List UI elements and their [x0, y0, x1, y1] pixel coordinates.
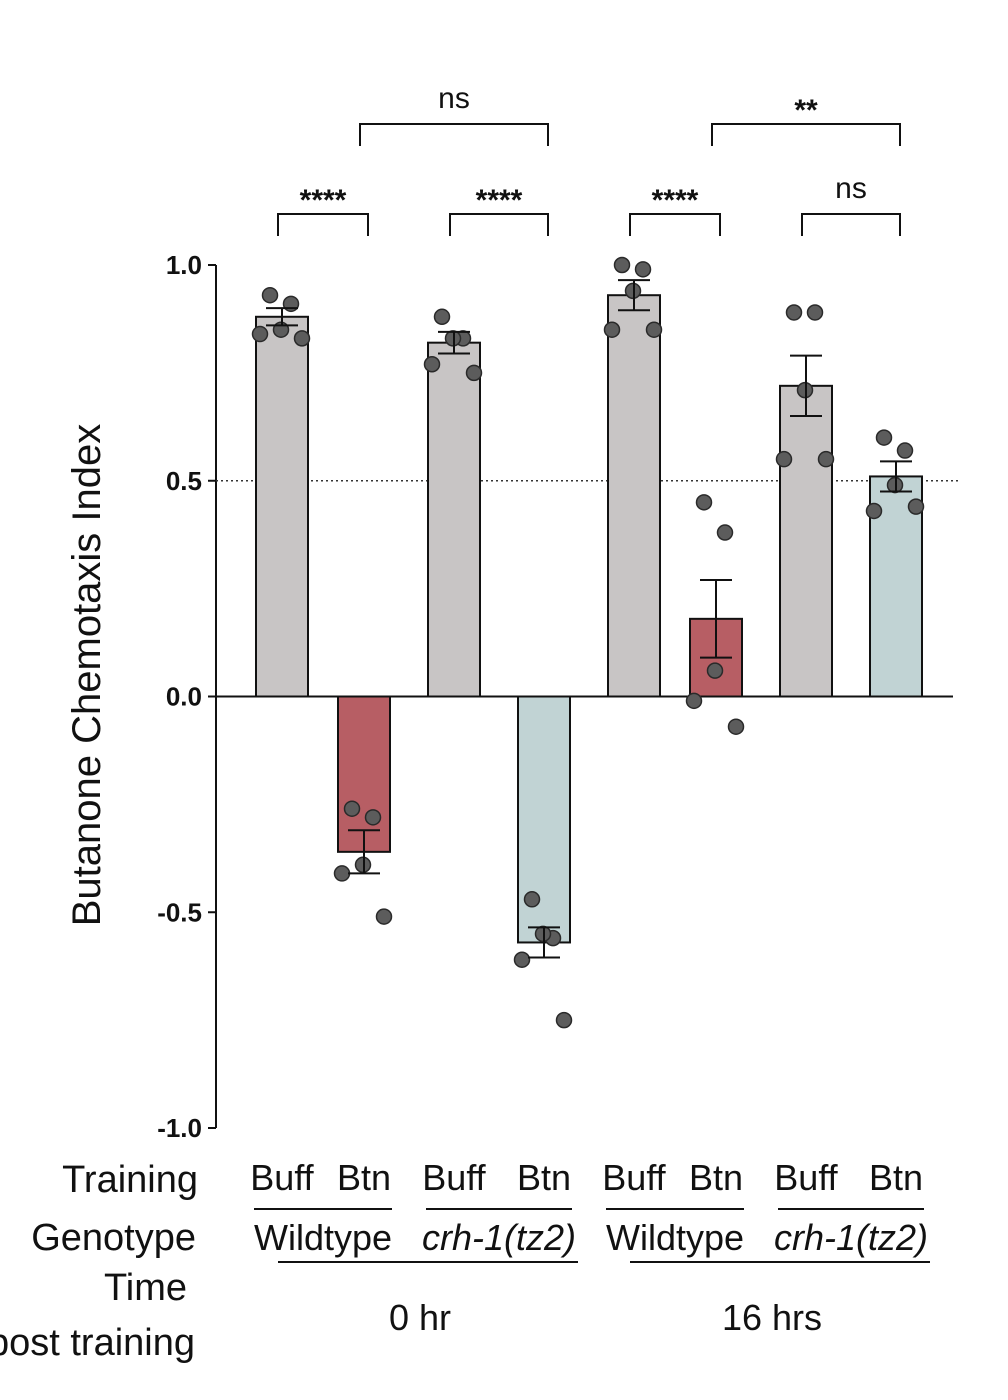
bar — [337, 695, 391, 853]
significance-label: ** — [794, 94, 818, 127]
time-label: 16 hrs — [722, 1297, 822, 1338]
data-point — [645, 321, 663, 338]
significance-label: **** — [652, 184, 699, 217]
significance-label: **** — [300, 184, 347, 217]
data-point — [513, 951, 531, 968]
data-point — [364, 809, 382, 826]
data-point — [261, 286, 279, 304]
data-point — [555, 1011, 573, 1029]
data-point — [785, 304, 803, 321]
data-point — [613, 256, 631, 274]
training-label: Btn — [337, 1157, 391, 1198]
data-point — [343, 800, 361, 817]
data-point — [685, 692, 703, 710]
training-label: Buff — [422, 1157, 486, 1198]
data-point — [706, 662, 724, 679]
data-point — [375, 908, 393, 925]
data-point — [875, 429, 893, 446]
bar — [255, 315, 309, 698]
data-point — [293, 330, 311, 347]
significance-bracket — [277, 213, 369, 236]
training-label: Btn — [689, 1157, 743, 1198]
data-point — [896, 442, 914, 459]
data-point — [251, 325, 269, 343]
category-label-layer: Buff Btn Buff Btn Buff Btn Buff Btn Wildtype crh-… — [250, 1157, 930, 1338]
data-point — [695, 494, 713, 511]
bar-layer — [255, 294, 923, 944]
bar — [607, 294, 661, 698]
data-point — [907, 498, 925, 515]
row-label-time: Time — [104, 1267, 187, 1309]
training-label: Btn — [869, 1157, 923, 1198]
data-point — [817, 450, 835, 468]
training-label: Buff — [774, 1157, 838, 1198]
significance-label: ns — [438, 82, 470, 115]
y-tick-label: 1.0 — [166, 250, 202, 280]
genotype-label: crh-1(tz2) — [422, 1217, 576, 1258]
data-point — [865, 502, 883, 520]
data-point — [775, 450, 793, 468]
y-axis-label: Butanone Chemotaxis Index — [65, 424, 109, 927]
data-point — [727, 718, 745, 735]
genotype-label: crh-1(tz2) — [774, 1217, 928, 1258]
y-tick-label: 0.5 — [166, 466, 202, 496]
significance-label: **** — [476, 184, 523, 217]
data-point — [806, 304, 824, 321]
significance-bracket — [449, 213, 549, 236]
y-tick-label: 0.0 — [166, 682, 202, 712]
significance-bracket — [629, 213, 721, 236]
row-label-genotype: Genotype — [31, 1217, 196, 1259]
significance-bracket — [711, 123, 901, 146]
training-label: Btn — [517, 1157, 571, 1198]
data-point — [634, 261, 652, 278]
time-label: 0 hr — [389, 1297, 451, 1338]
data-point — [603, 321, 621, 338]
y-tick-label: -0.5 — [157, 897, 202, 927]
data-point — [523, 891, 541, 908]
point-layer — [251, 256, 925, 1029]
genotype-label: Wildtype — [606, 1217, 744, 1258]
significance-layer: **** **** **** ns ns ** — [277, 82, 901, 236]
training-label: Buff — [250, 1157, 314, 1198]
bar — [427, 341, 481, 698]
data-point — [433, 308, 451, 326]
bar — [517, 695, 571, 944]
significance-bracket — [359, 123, 549, 146]
y-tick-label: -1.0 — [157, 1113, 202, 1143]
data-point — [423, 355, 441, 373]
significance-label: ns — [835, 172, 867, 205]
bar — [779, 384, 833, 698]
data-point — [465, 364, 483, 382]
row-label-training: Training — [62, 1159, 198, 1201]
genotype-label: Wildtype — [254, 1217, 392, 1258]
data-point — [333, 865, 351, 882]
significance-bracket — [801, 213, 901, 236]
row-label-post-training: post training — [0, 1322, 195, 1364]
data-point — [716, 524, 734, 541]
training-label: Buff — [602, 1157, 666, 1198]
